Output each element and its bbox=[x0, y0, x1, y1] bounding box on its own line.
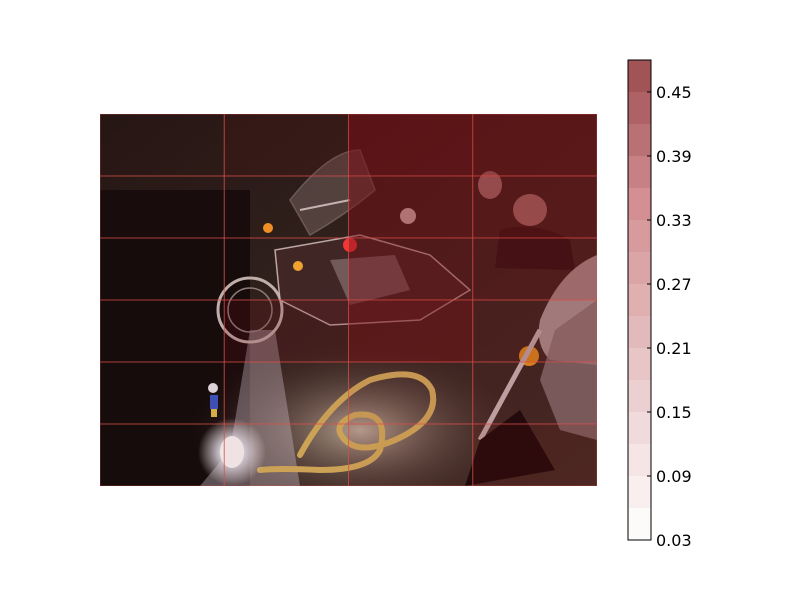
colorbar-band bbox=[628, 444, 651, 476]
overlay-cell bbox=[223, 237, 349, 301]
overlay-cell bbox=[348, 114, 474, 177]
photo bbox=[100, 114, 597, 486]
colorbar-tick-label: 0.21 bbox=[656, 339, 692, 358]
overlay-cell bbox=[223, 361, 349, 425]
overlay-cell bbox=[223, 423, 349, 486]
hose bbox=[257, 371, 437, 474]
colorbar-band bbox=[628, 188, 651, 220]
lamp-core bbox=[220, 436, 244, 468]
saliency-overlay bbox=[100, 114, 597, 486]
overlay-cell bbox=[100, 237, 225, 301]
colorbar-bands bbox=[628, 60, 651, 540]
overlay-cell bbox=[223, 114, 349, 177]
colorbar-tick-label: 0.39 bbox=[656, 147, 692, 166]
overlay-cell bbox=[472, 299, 597, 363]
colorbar: 0.45 0.39 0.33 0.27 0.21 0.15 0.09 0.03 bbox=[627, 59, 692, 550]
overlay-cell bbox=[472, 423, 597, 486]
colorbar-tick-label: 0.33 bbox=[656, 211, 692, 230]
colorbar-tick-label: 0.27 bbox=[656, 275, 692, 294]
colorbar-band bbox=[628, 508, 651, 540]
overlay-cell bbox=[348, 175, 474, 239]
overlay-cell bbox=[348, 237, 474, 301]
overlay-cell bbox=[472, 237, 597, 301]
colorbar-frame bbox=[627, 59, 652, 541]
colorbar-tick-label: 0.15 bbox=[656, 403, 692, 422]
overlay-cell bbox=[100, 299, 225, 363]
small-figure bbox=[208, 383, 218, 417]
colorbar-band bbox=[628, 316, 651, 348]
colorbar-band bbox=[628, 476, 651, 508]
colorbar-band bbox=[628, 156, 651, 188]
colorbar-band bbox=[628, 380, 651, 412]
colorbar-tick-label: 0.09 bbox=[656, 467, 692, 486]
overlay-cell bbox=[223, 299, 349, 363]
motorcycle-right bbox=[465, 255, 597, 486]
colorbar-band bbox=[628, 252, 651, 284]
overlay-cell bbox=[348, 299, 474, 363]
colorbar-band bbox=[628, 412, 651, 444]
colorbar-band bbox=[628, 124, 651, 156]
overlay-cell bbox=[348, 423, 474, 486]
colorbar-tick-label: 0.45 bbox=[656, 83, 692, 102]
overlay-cell bbox=[472, 175, 597, 239]
colorbar-ticks: 0.45 0.39 0.33 0.27 0.21 0.15 0.09 0.03 bbox=[647, 83, 692, 550]
overlay-cell bbox=[100, 114, 225, 177]
colorbar-band bbox=[628, 220, 651, 252]
overlay-cell bbox=[223, 175, 349, 239]
overlay-cell bbox=[472, 361, 597, 425]
colorbar-band bbox=[628, 60, 651, 92]
overlay-cell bbox=[100, 423, 225, 486]
overlay-cell bbox=[100, 175, 225, 239]
colorbar-band bbox=[628, 284, 651, 316]
overlay-cell bbox=[100, 361, 225, 425]
overlay-cell bbox=[348, 361, 474, 425]
colorbar-band bbox=[628, 348, 651, 380]
overlay-cell bbox=[472, 114, 597, 177]
colorbar-band bbox=[628, 92, 651, 124]
light-beam bbox=[200, 330, 300, 486]
colorbar-tick-label: 0.03 bbox=[656, 531, 692, 550]
